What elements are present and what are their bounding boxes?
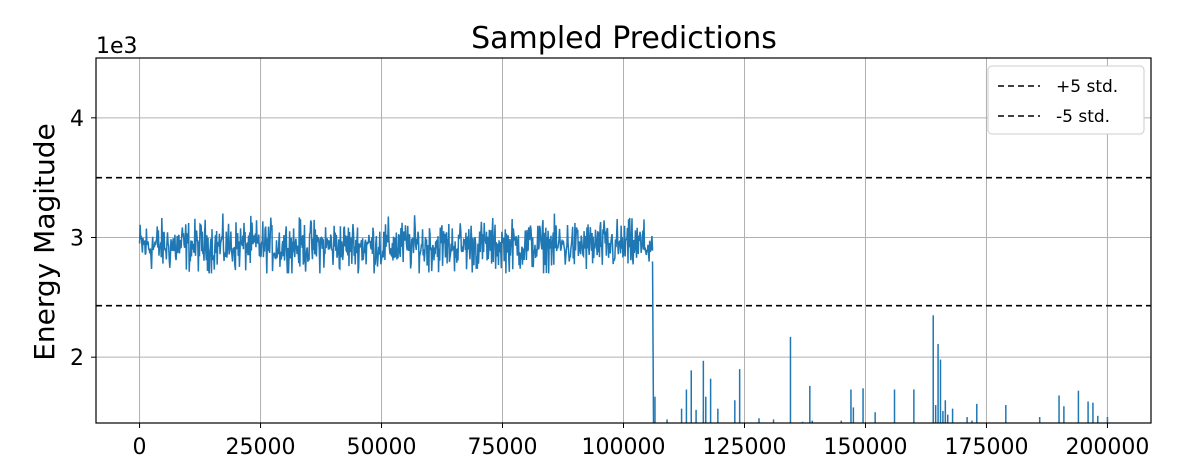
plot-frame [95,57,1152,424]
legend: +5 std. -5 std. [987,65,1145,135]
series-line-normal [138,213,654,274]
legend-label-lower: -5 std. [1056,107,1110,127]
x-tick-label: 200000 [1065,435,1149,460]
tick-layer: 0 25000 50000 75000 100000 125000 150000 175000… [70,107,1149,460]
x-tick-label: 50000 [347,435,417,460]
y-tick-label: 3 [70,227,84,252]
y-axis-offset-label: 1e3 [96,34,138,59]
y-axis-label: Energy Magitude [28,123,61,361]
legend-box [987,65,1145,135]
series-drop [651,261,655,424]
x-tick-label: 150000 [823,435,907,460]
chart-title: Sampled Predictions [471,21,777,56]
x-tick-label: 175000 [944,435,1028,460]
threshold-layer [96,176,1151,307]
y-tick-label: 4 [70,107,84,132]
series-layer [138,213,1109,424]
x-tick-label: 75000 [468,435,538,460]
legend-label-upper: +5 std. [1056,77,1118,97]
x-tick-label: 0 [133,435,147,460]
x-tick-label: 100000 [582,435,666,460]
y-tick-label: 2 [70,346,84,371]
x-tick-label: 125000 [702,435,786,460]
x-tick-label: 25000 [226,435,296,460]
